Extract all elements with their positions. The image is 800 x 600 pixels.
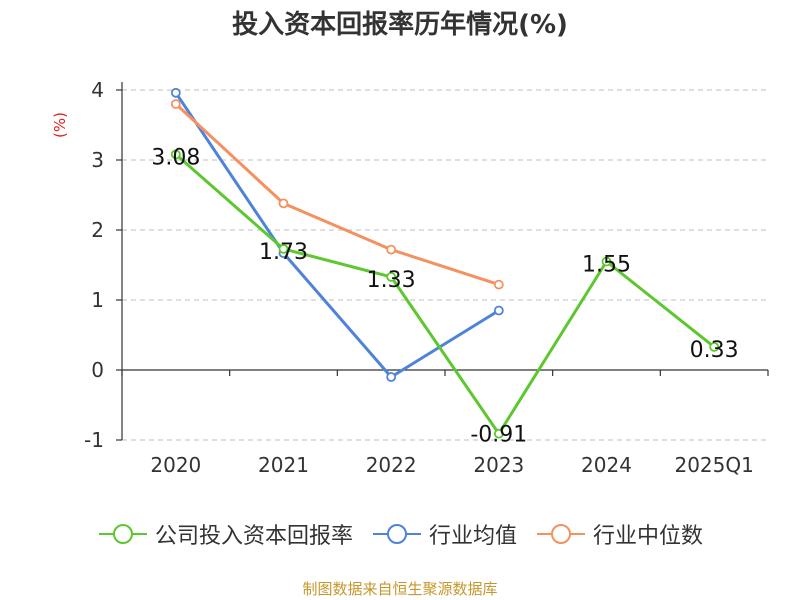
- series-line: [174, 153, 716, 436]
- data-point: [386, 271, 397, 282]
- y-tick-label: 4: [91, 78, 104, 102]
- y-tick-label: 2: [91, 218, 104, 242]
- legend-item-company[interactable]: 公司投入资本回报率: [97, 518, 353, 550]
- data-point: [493, 428, 504, 439]
- data-label: 0.33: [690, 338, 739, 363]
- data-point: [170, 99, 181, 109]
- data-label: 1.33: [367, 268, 416, 293]
- x-tick-label: 2025Q1: [674, 453, 753, 477]
- legend-item-industry-median[interactable]: 行业中位数: [535, 518, 703, 550]
- chart-title: 投入资本回报率历年情况(%): [232, 10, 568, 40]
- data-label: 1.55: [582, 253, 631, 278]
- x-tick-label: 2022: [366, 453, 417, 477]
- legend-marker-industry-mean: [372, 524, 421, 544]
- y-tick-label: 1: [91, 288, 104, 312]
- data-label: -0.91: [470, 423, 527, 448]
- legend-item-industry-mean[interactable]: 行业均值: [371, 518, 517, 550]
- data-label: 1.73: [259, 240, 308, 265]
- data-point: [170, 87, 181, 98]
- x-tick-label: 2021: [258, 453, 309, 477]
- data-point: [493, 305, 504, 316]
- data-point: [601, 256, 612, 267]
- data-point: [170, 149, 181, 160]
- y-axis-unit: (%): [51, 112, 69, 138]
- y-tick-label: 0: [91, 358, 104, 382]
- series-line: [174, 91, 500, 379]
- legend-marker-industry-median: [537, 524, 585, 544]
- legend-label-industry-mean: 行业均值: [428, 524, 517, 549]
- y-tick-label: -1: [84, 428, 104, 452]
- data-point: [278, 243, 289, 254]
- legend-marker-company: [98, 524, 147, 544]
- legend-label-industry-median: 行业中位数: [593, 524, 704, 549]
- legend: 公司投入资本回报率 行业均值 行业中位数: [0, 518, 800, 550]
- data-point: [386, 244, 397, 255]
- data-point: [493, 279, 504, 290]
- x-tick-label: 2024: [581, 453, 632, 477]
- data-point: [709, 341, 720, 352]
- data-label: 3.08: [151, 145, 200, 170]
- line-chart: 4 3 2 1 0 -1 2020 2021 2022 2023 2024 2025Q1 (%) 3.08…: [51, 78, 769, 477]
- data-point: [278, 198, 289, 209]
- x-tick-label: 2020: [150, 453, 201, 477]
- legend-label-company: 公司投入资本回报率: [154, 524, 353, 549]
- series-line: [174, 102, 500, 287]
- x-tick-label: 2023: [473, 453, 524, 477]
- y-tick-label: 3: [91, 148, 104, 172]
- data-point: [386, 372, 397, 382]
- source-note: 制图数据来自恒生聚源数据库: [302, 580, 498, 598]
